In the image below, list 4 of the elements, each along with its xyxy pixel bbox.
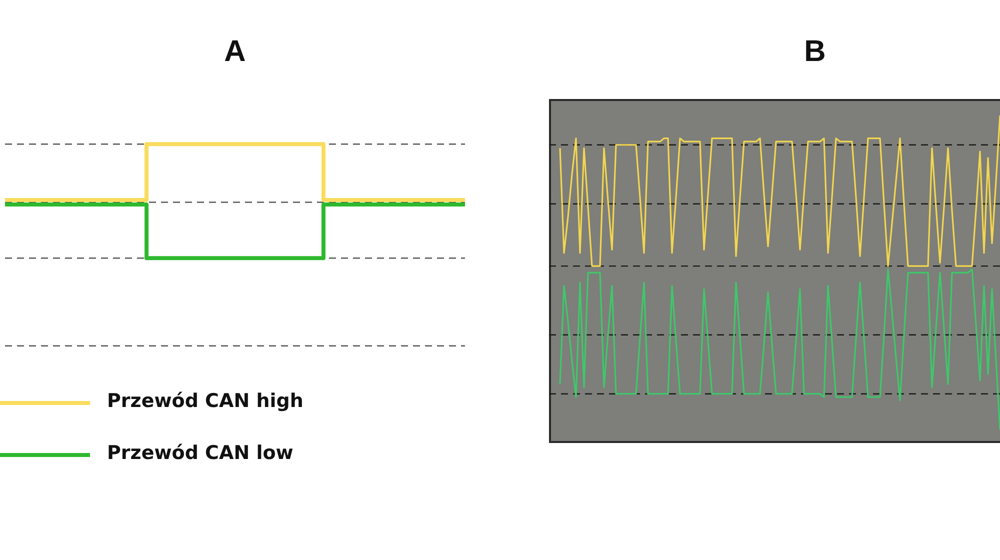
chart-title: A xyxy=(224,34,246,70)
chart-title: B xyxy=(804,34,826,70)
legend-label: Przewód CAN high xyxy=(107,390,304,412)
legend-label: Przewód CAN low xyxy=(107,442,294,464)
